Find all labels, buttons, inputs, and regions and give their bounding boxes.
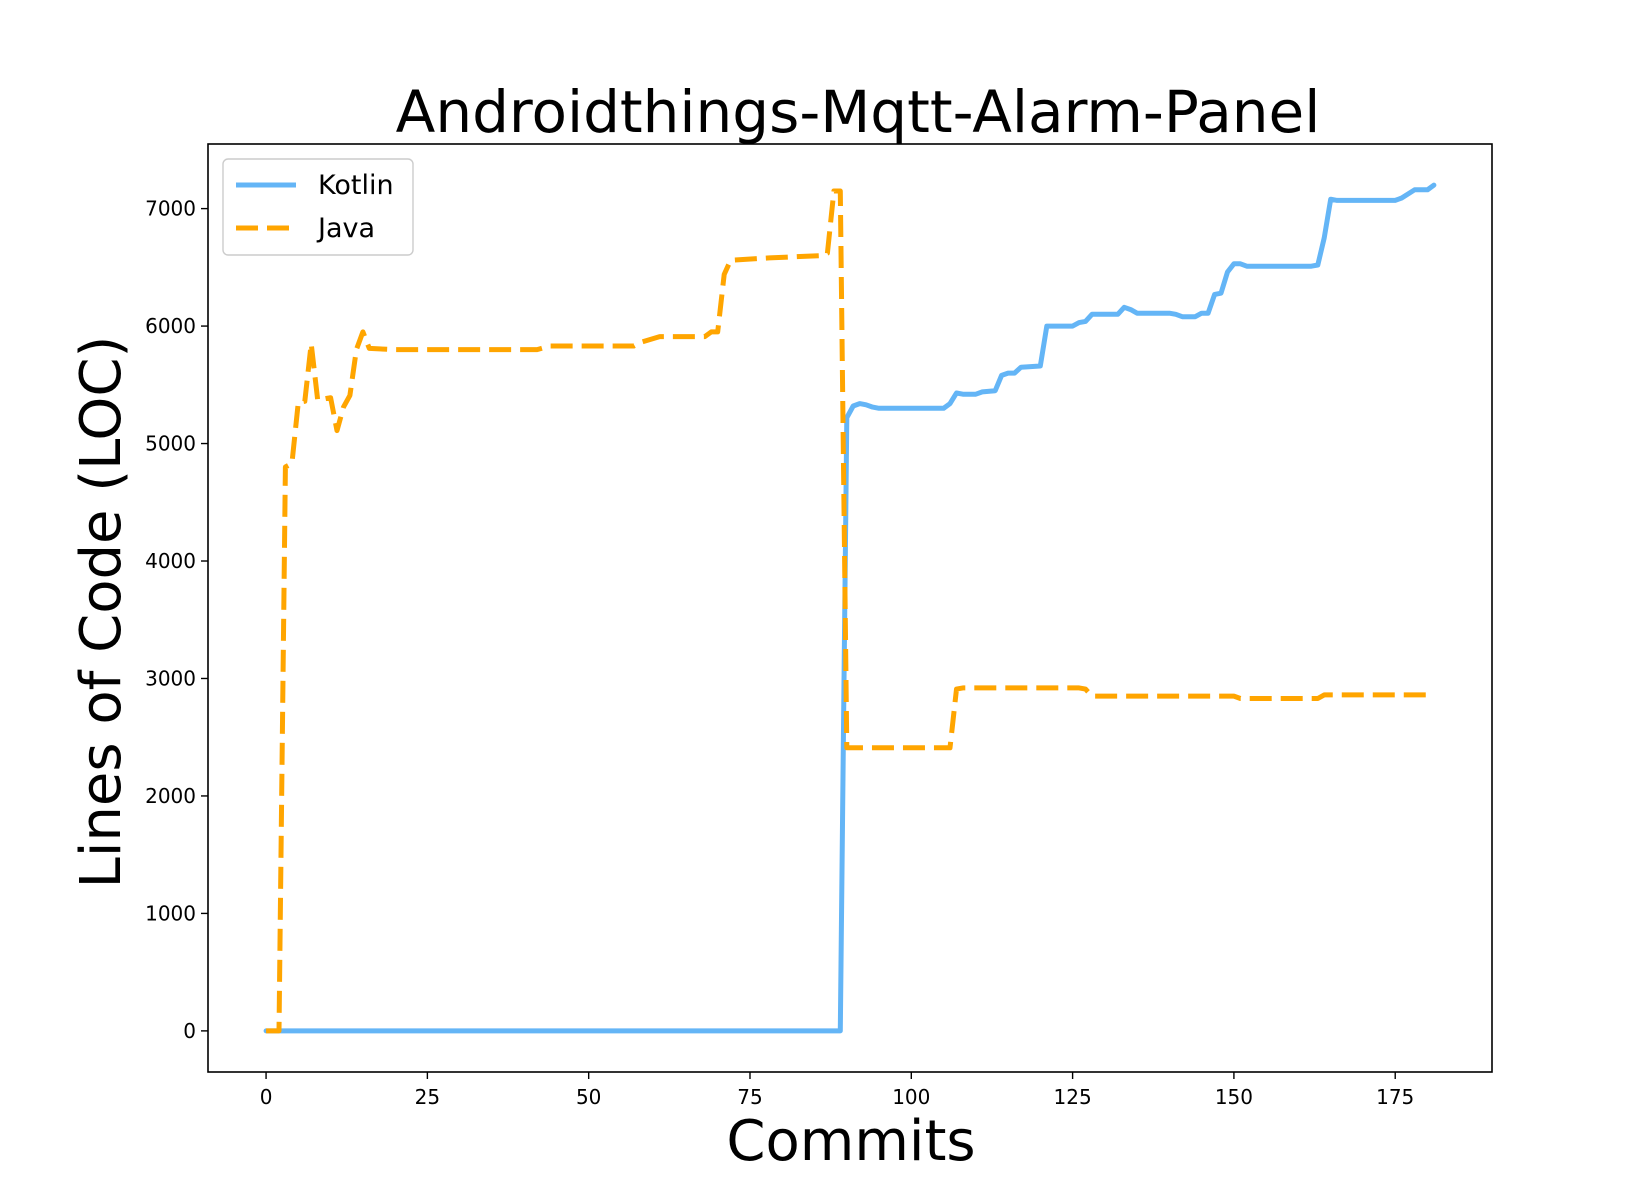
plot-frame: [207, 143, 1493, 1073]
series-line-java: [266, 188, 1434, 1034]
y-axis-label: Lines of Code (LOC): [69, 336, 134, 889]
legend-label-kotlin: Kotlin: [318, 170, 394, 201]
chart-title: Androidthings-Mqtt-Alarm-Panel: [396, 78, 1321, 146]
x-tick-label: 125: [1054, 1085, 1092, 1109]
legend: Kotlin Java: [222, 158, 414, 256]
axes: 0 25 50 75 100 125 150 175 0 1000 2000 3000 4000 5000…: [145, 143, 1493, 1109]
y-tick-label: 2000: [145, 784, 196, 808]
x-tick-label: 25: [415, 1085, 440, 1109]
x-tick-label: 75: [737, 1085, 762, 1109]
y-tick-label: 4000: [145, 549, 196, 573]
y-tick-label: 7000: [145, 197, 196, 221]
y-tick-label: 6000: [145, 314, 196, 338]
x-tick-label: 175: [1376, 1085, 1414, 1109]
y-tick-label: 3000: [145, 666, 196, 690]
series-line-kotlin: [263, 182, 1437, 1034]
y-tick-label: 5000: [145, 432, 196, 456]
x-tick-label: 50: [576, 1085, 601, 1109]
x-tick-label: 100: [892, 1085, 930, 1109]
x-tick-label: 150: [1215, 1085, 1253, 1109]
y-tick-label: 1000: [145, 901, 196, 925]
x-tick-label: 0: [260, 1085, 273, 1109]
legend-label-java: Java: [316, 213, 375, 244]
plot-area: [263, 182, 1437, 1034]
y-tick-label: 0: [183, 1019, 196, 1043]
x-axis-label: Commits: [726, 1109, 975, 1174]
